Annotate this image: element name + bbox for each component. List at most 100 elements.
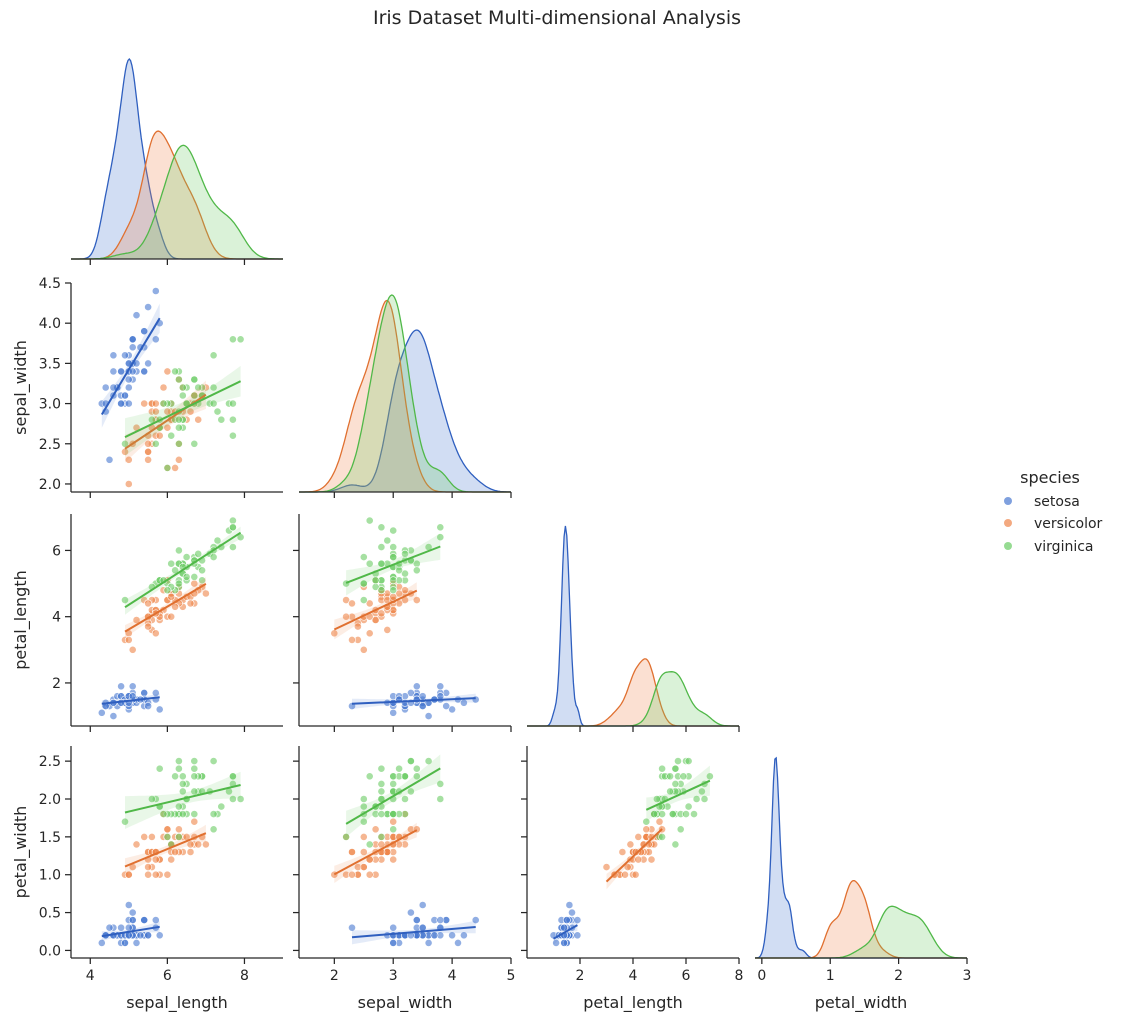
point-setosa [140, 689, 149, 697]
kde-fill-virginica-petal_width [755, 906, 967, 958]
regression-line-virginica [124, 531, 242, 609]
chart-title: Iris Dataset Multi-dimensional Analysis [373, 7, 741, 29]
point-virginica [159, 810, 168, 818]
point-virginica [377, 586, 386, 595]
regression-line-versicolor [605, 828, 663, 883]
point-versicolor [342, 612, 350, 621]
point-versicolor [359, 645, 368, 654]
point-setosa [109, 367, 118, 376]
point-versicolor [618, 848, 627, 856]
x-tick-label: 0 [757, 968, 766, 984]
point-setosa [436, 916, 445, 924]
point-virginica [389, 526, 398, 535]
point-versicolor [647, 855, 656, 864]
point-versicolor [330, 629, 339, 638]
panel-sepal_width-vs-sepal_length: 2.0 2.5 3.0 3.5 4.0 4.5 [39, 276, 283, 498]
regression-line-virginica [124, 380, 242, 439]
x-tick-label: 6 [163, 968, 172, 984]
point-versicolor [383, 626, 392, 634]
point-virginica [171, 772, 179, 781]
point-virginica [178, 772, 187, 781]
point-setosa [448, 705, 456, 714]
point-versicolor [371, 825, 380, 834]
point-virginica [228, 523, 237, 532]
point-virginica [190, 375, 199, 384]
legend-title: species [1020, 468, 1080, 487]
point-versicolor [642, 825, 651, 834]
point-virginica [178, 391, 187, 400]
point-virginica [163, 586, 172, 595]
point-setosa [97, 708, 106, 717]
point-setosa [121, 391, 129, 400]
regression-line-setosa [351, 697, 476, 705]
point-versicolor [151, 629, 160, 638]
point-virginica [365, 840, 374, 849]
point-virginica [377, 764, 386, 773]
point-virginica [671, 780, 680, 788]
point-versicolor [348, 599, 356, 608]
point-virginica [395, 764, 403, 773]
point-setosa [109, 351, 118, 360]
point-virginica [684, 802, 693, 811]
legend-marker-setosa [1004, 497, 1012, 505]
point-setosa [454, 939, 462, 947]
point-virginica [684, 757, 693, 765]
point-virginica [194, 549, 203, 558]
point-virginica [209, 383, 218, 392]
point-virginica [228, 516, 237, 525]
point-versicolor [144, 447, 152, 456]
point-virginica [217, 802, 226, 811]
point-virginica [213, 407, 222, 416]
point-versicolor [371, 616, 380, 624]
point-setosa [573, 916, 582, 924]
point-setosa [151, 689, 160, 697]
point-setosa [124, 399, 133, 408]
point-versicolor [201, 589, 210, 598]
point-versicolor [124, 636, 133, 644]
point-virginica [389, 576, 398, 585]
point-virginica [198, 566, 206, 575]
point-setosa [562, 916, 571, 924]
point-virginica [671, 764, 680, 773]
point-versicolor [163, 407, 172, 416]
point-virginica [401, 549, 409, 558]
y-tick-label: 0.5 [39, 906, 61, 922]
y-axis-label-sepal_width: sepal_width [11, 340, 31, 435]
point-versicolor [171, 848, 179, 856]
point-setosa [424, 712, 433, 720]
kde-fill-versicolor-petal_width [755, 880, 967, 958]
point-versicolor [167, 592, 176, 601]
regression-line-virginica [124, 784, 241, 814]
legend-marker-versicolor [1004, 519, 1012, 527]
point-virginica [174, 439, 183, 448]
x-tick-label: 2 [330, 968, 339, 984]
point-virginica [436, 795, 445, 803]
point-versicolor [132, 616, 141, 624]
point-virginica [228, 431, 237, 440]
y-tick-label: 3.5 [39, 356, 61, 372]
panel-petal_length-vs-sepal_length: 2 4 6 [52, 514, 283, 732]
point-versicolor [377, 609, 386, 618]
y-tick-label: 4 [52, 610, 61, 626]
point-versicolor [621, 870, 629, 879]
point-setosa [459, 931, 468, 940]
y-tick-label: 1.0 [39, 868, 61, 884]
point-setosa [418, 901, 427, 909]
point-setosa [573, 931, 582, 940]
point-virginica [209, 757, 218, 765]
point-setosa [389, 708, 398, 717]
point-virginica [692, 795, 701, 803]
point-versicolor [186, 848, 195, 856]
point-setosa [117, 367, 125, 376]
point-virginica [213, 536, 222, 545]
regression-line-setosa [553, 924, 578, 940]
point-virginica [178, 383, 187, 392]
y-axis-label-petal_width: petal_width [11, 806, 31, 899]
point-virginica [666, 772, 674, 781]
y-tick-label: 2.0 [39, 477, 61, 493]
point-versicolor [401, 586, 409, 595]
point-virginica [389, 543, 398, 551]
point-virginica [178, 787, 187, 796]
point-virginica [377, 810, 386, 818]
